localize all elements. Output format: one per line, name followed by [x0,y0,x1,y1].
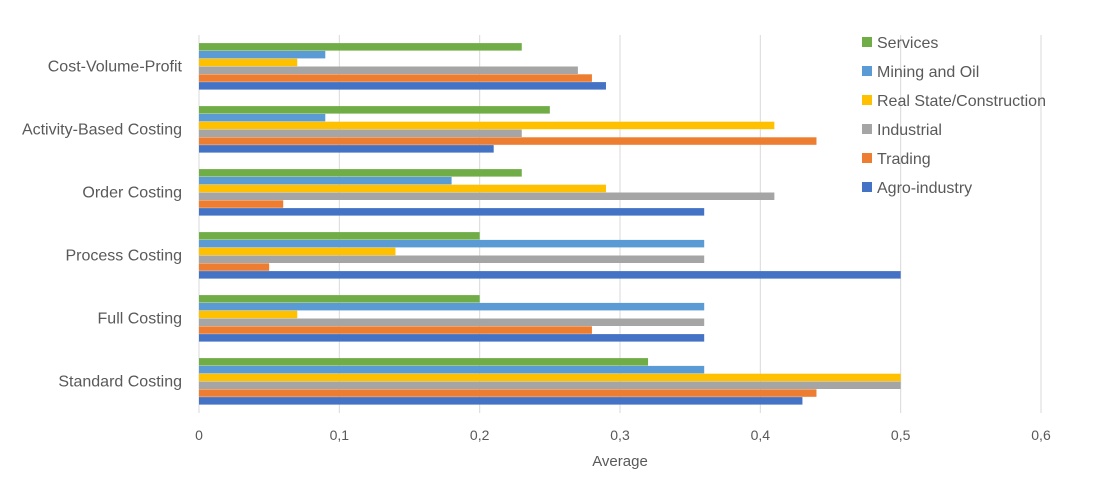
x-axis-title: Average [592,453,648,470]
bar-services-activity-based-costing [199,106,550,114]
legend-label: Industrial [877,122,942,139]
bar-agro-industry-process-costing [199,271,901,279]
category-label: Order Costing [82,185,182,202]
category-label: Cost-Volume-Profit [48,59,183,76]
bar-industrial-full-costing [199,318,705,326]
legend-label: Real State/Construction [877,93,1046,110]
bar-real-state-construction-process-costing [199,247,396,256]
bar-services-full-costing [199,295,480,303]
bar-services-order-costing [199,169,522,177]
legend-swatch [862,95,872,105]
legend-label: Agro-industry [877,180,972,197]
legend-label: Mining and Oil [877,64,979,81]
legend-label: Trading [877,151,931,168]
legend-swatch [862,124,872,134]
bar-industrial-process-costing [199,255,705,263]
category-label: Activity-Based Costing [22,122,182,139]
bar-trading-cost-volume-profit [199,74,592,82]
category-label: Process Costing [66,248,183,265]
bar-agro-industry-order-costing [199,208,705,216]
bar-services-standard-costing [199,358,649,366]
category-labels: Standard Costing Full Costing Process Cost… [22,59,183,391]
legend: Services Mining and Oil Real State/Constru… [862,35,1046,197]
x-tick-label: 0,2 [470,427,490,443]
bar-agro-industry-standard-costing [199,397,803,405]
bar-services-process-costing [199,232,480,240]
bar-industrial-order-costing [199,192,775,200]
bar-trading-order-costing [199,200,284,208]
legend-swatch [862,37,872,47]
gridlines [198,35,1042,413]
category-label: Standard Costing [58,374,182,391]
legend-swatch [862,66,872,76]
bars [199,43,901,405]
bar-real-state-construction-full-costing [199,310,298,319]
legend-swatch [862,153,872,163]
bar-trading-standard-costing [199,389,817,397]
bar-industrial-activity-based-costing [199,129,522,137]
category-label: Full Costing [98,311,182,328]
bar-mining-and-oil-standard-costing [199,365,705,374]
x-tick-label: 0,3 [610,427,630,443]
bar-real-state-construction-order-costing [199,184,606,193]
legend-label: Services [877,35,938,52]
bar-agro-industry-activity-based-costing [199,145,494,153]
bar-mining-and-oil-process-costing [199,239,705,248]
x-tick-label: 0,6 [1031,427,1051,443]
bar-industrial-standard-costing [199,381,901,389]
bar-mining-and-oil-cost-volume-profit [199,50,326,59]
bar-mining-and-oil-activity-based-costing [199,113,326,122]
x-tick-label: 0,1 [330,427,350,443]
bar-industrial-cost-volume-profit [199,66,578,74]
bar-trading-activity-based-costing [199,137,817,145]
bar-trading-full-costing [199,326,592,334]
bar-real-state-construction-activity-based-costing [199,121,775,130]
bar-mining-and-oil-order-costing [199,176,452,185]
bar-agro-industry-cost-volume-profit [199,82,606,90]
bar-trading-process-costing [199,263,270,271]
bar-mining-and-oil-full-costing [199,302,705,311]
bar-agro-industry-full-costing [199,334,705,342]
bar-real-state-construction-cost-volume-profit [199,58,298,67]
x-tick-label: 0,4 [751,427,771,443]
bar-real-state-construction-standard-costing [199,373,901,382]
x-tick-label: 0,5 [891,427,911,443]
bar-services-cost-volume-profit [199,43,522,51]
x-tick-label: 0 [195,427,203,443]
legend-swatch [862,182,872,192]
x-tick-labels: 0 0,1 0,2 0,3 0,4 0,5 0,6 [195,427,1051,443]
